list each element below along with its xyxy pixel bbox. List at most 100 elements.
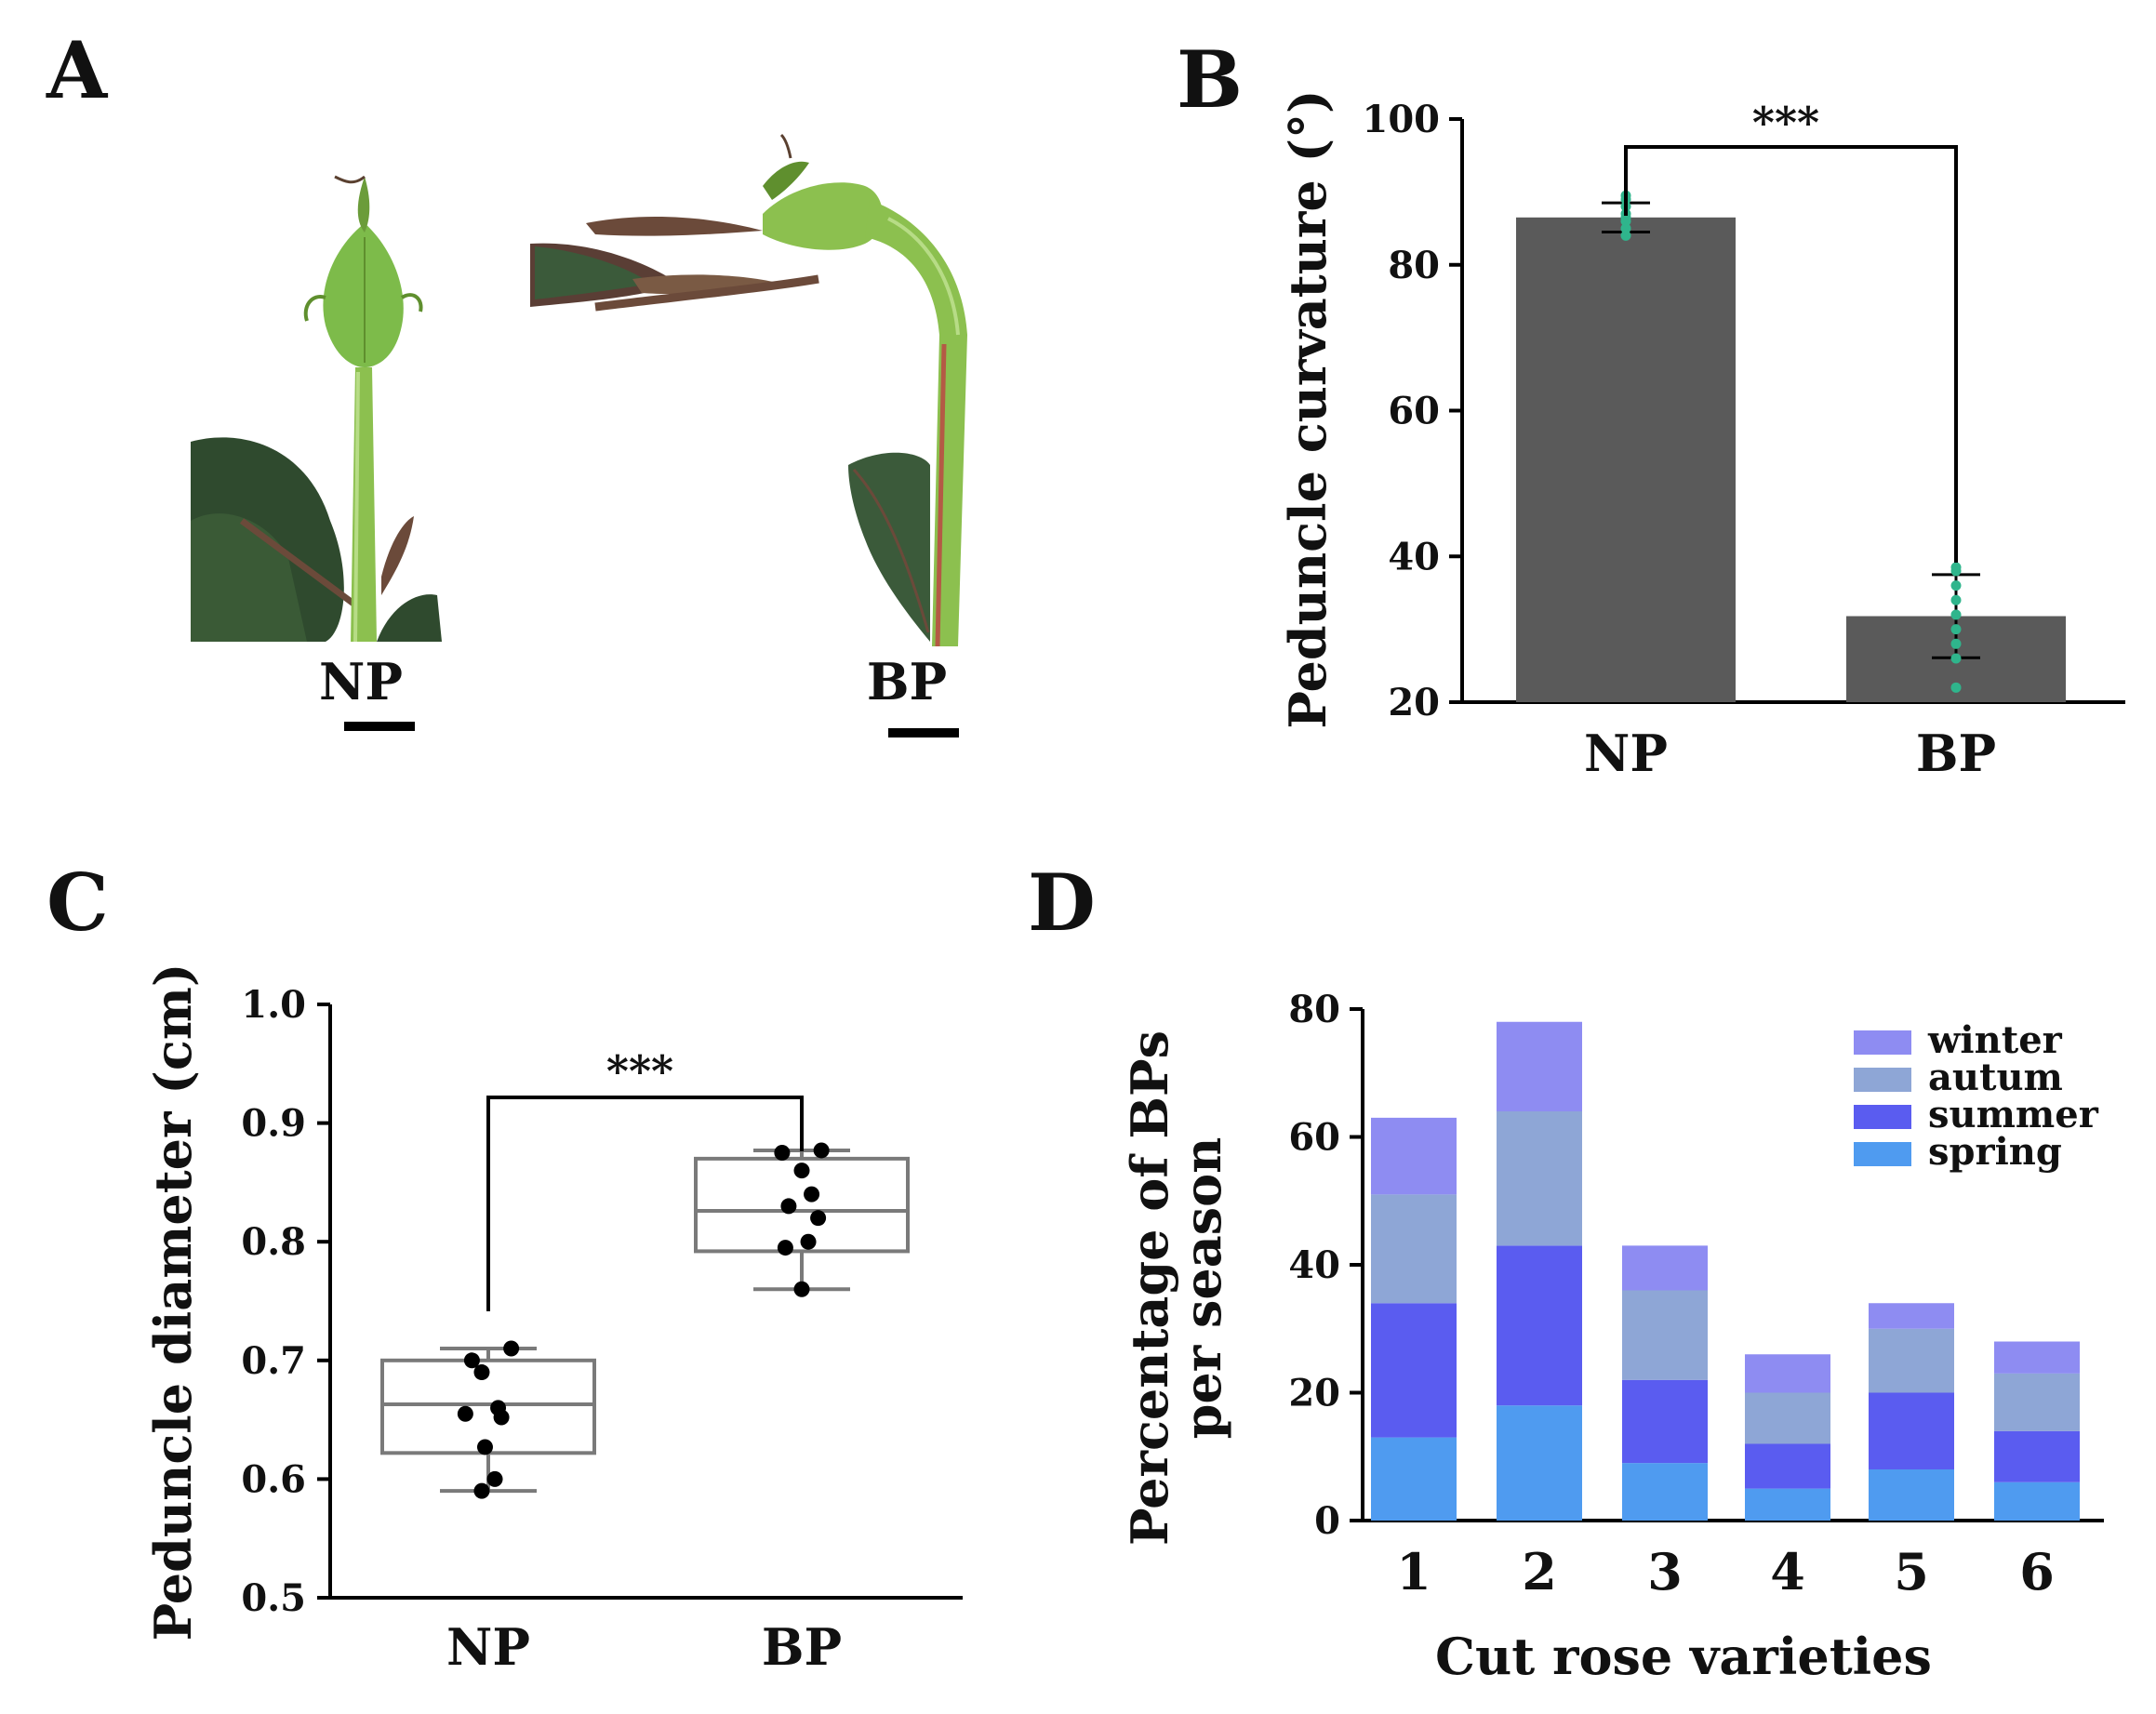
c-ytick-label: 0.8 — [241, 1220, 306, 1264]
c-data-point — [800, 1233, 817, 1250]
d-segment-spring — [1371, 1437, 1457, 1521]
c-y-axis-label: Peduncle diameter (cm) — [143, 963, 203, 1641]
b-data-point — [1950, 638, 1962, 649]
c-data-point — [813, 1142, 830, 1159]
c-ytick-label: 0.7 — [241, 1339, 306, 1383]
b-ytick-label: 20 — [1388, 681, 1440, 724]
panel-label-b: B — [1177, 33, 1243, 126]
d-segment-summer — [1622, 1379, 1708, 1464]
b-y-axis-label: Peduncle curvature (°) — [1278, 89, 1338, 728]
panel-label-c: C — [47, 857, 109, 949]
d-segment-autum — [1622, 1290, 1708, 1380]
d-segment-summer — [1869, 1392, 1954, 1469]
d-category-label-4: 4 — [1770, 1542, 1805, 1601]
d-segment-spring — [1869, 1469, 1954, 1521]
bp-bud — [763, 182, 883, 250]
b-significance-bracket — [1624, 145, 1958, 563]
panel-a-photos: NP BP — [191, 133, 967, 737]
b-bar-np — [1516, 217, 1736, 702]
np-petiole — [239, 518, 370, 617]
d-stack-6 — [1994, 1341, 2080, 1521]
np-bud — [323, 223, 404, 367]
d-legend-swatch-spring — [1854, 1142, 1911, 1166]
b-data-point — [1950, 580, 1962, 591]
d-segment-autum — [1994, 1373, 2080, 1431]
c-data-point — [774, 1145, 791, 1161]
d-segment-winter — [1869, 1303, 1954, 1329]
d-y-axis-label-line1: Percentage of BPs — [1120, 1030, 1179, 1546]
b-data-point — [1950, 682, 1962, 693]
d-category-label-1: 1 — [1396, 1542, 1431, 1601]
bp-leaf-bottom — [848, 452, 930, 642]
d-segment-spring — [1745, 1488, 1830, 1521]
d-segment-autum — [1497, 1111, 1582, 1246]
d-segment-autum — [1745, 1392, 1830, 1444]
d-segment-spring — [1497, 1405, 1582, 1521]
photo-label-bp: BP — [867, 652, 947, 711]
c-data-point — [793, 1281, 810, 1297]
c-data-point — [493, 1409, 510, 1426]
c-category-label-bp: BP — [762, 1617, 842, 1677]
d-stack-1 — [1371, 1117, 1457, 1521]
b-category-label-np: NP — [1584, 724, 1668, 783]
c-data-point — [503, 1340, 520, 1357]
d-category-label-3: 3 — [1647, 1542, 1683, 1601]
c-ytick-label: 1.0 — [241, 983, 306, 1027]
d-category-label-6: 6 — [2019, 1542, 2055, 1601]
d-segment-winter — [1994, 1341, 2080, 1374]
d-ytick-label: 40 — [1288, 1243, 1340, 1287]
c-data-point — [463, 1352, 480, 1369]
d-stack-3 — [1622, 1245, 1708, 1521]
d-legend-label-winter: winter — [1927, 1018, 2063, 1062]
c-data-point — [780, 1198, 797, 1215]
c-significance-bracket — [486, 1096, 804, 1311]
bp-leaf-top-green — [535, 246, 651, 299]
d-legend-swatch-summer — [1854, 1105, 1911, 1129]
d-stack-4 — [1745, 1354, 1830, 1521]
d-stack-5 — [1869, 1303, 1954, 1521]
photo-label-np: NP — [319, 652, 403, 711]
b-ytick-label: 60 — [1388, 390, 1440, 433]
d-category-label-2: 2 — [1522, 1542, 1557, 1601]
c-data-point — [793, 1163, 810, 1179]
c-data-point — [810, 1210, 827, 1227]
b-significance-label: *** — [1752, 98, 1819, 148]
c-data-point — [473, 1364, 490, 1381]
d-ytick-label: 60 — [1288, 1116, 1340, 1160]
bp-sepal-1 — [586, 217, 763, 236]
np-small-sepal — [381, 516, 414, 595]
b-data-point — [1950, 624, 1962, 635]
d-segment-winter — [1371, 1117, 1457, 1195]
d-segment-winter — [1497, 1021, 1582, 1111]
d-segment-summer — [1994, 1430, 2080, 1482]
d-ytick-label: 0 — [1314, 1499, 1340, 1543]
d-segment-winter — [1745, 1354, 1830, 1393]
d-segment-autum — [1371, 1194, 1457, 1304]
d-segment-summer — [1497, 1245, 1582, 1406]
c-data-point — [804, 1186, 820, 1202]
d-ytick-label: 80 — [1288, 988, 1340, 1031]
d-x-axis-label: Cut rose varieties — [1435, 1627, 1932, 1686]
panel-b-curvature-chart: 20 40 60 80 100 NP BP *** Peduncle curvature … — [1278, 89, 2125, 783]
d-legend-label-spring: spring — [1928, 1130, 2062, 1174]
c-data-point — [486, 1470, 503, 1487]
b-data-point — [1620, 230, 1631, 241]
np-rose-illustration — [191, 175, 442, 643]
c-data-point — [457, 1405, 473, 1422]
c-ytick-label: 0.6 — [241, 1457, 306, 1501]
d-legend-label-summer: summer — [1928, 1093, 2099, 1136]
panel-d-stacked-chart: 0 20 40 60 80 1 2 3 4 5 6 winterautumsummerspring… — [1120, 988, 2104, 1686]
panel-label-d: D — [1028, 857, 1096, 949]
b-ytick-label: 40 — [1388, 535, 1440, 578]
scale-bar-np — [344, 722, 415, 731]
b-ytick-label: 100 — [1363, 98, 1441, 141]
b-data-point — [1950, 609, 1962, 620]
c-data-point — [476, 1439, 493, 1455]
d-segment-summer — [1371, 1303, 1457, 1438]
b-category-label-bp: BP — [1916, 724, 1996, 783]
scale-bar-bp — [888, 728, 959, 737]
b-ytick-label: 80 — [1388, 244, 1440, 287]
b-data-point — [1950, 562, 1962, 573]
